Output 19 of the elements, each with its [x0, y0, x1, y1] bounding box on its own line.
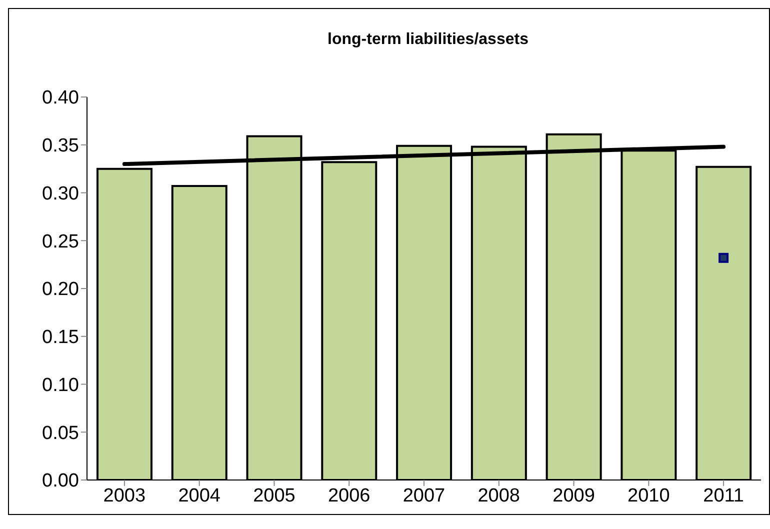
y-tick-label: 0.35	[42, 136, 79, 157]
x-tick-label: 2005	[253, 485, 296, 506]
y-tick-label: 0.00	[42, 470, 79, 492]
y-tick-label: 0.40	[42, 88, 79, 109]
y-tick-label: 0.10	[42, 374, 79, 396]
y-tick-label: 0.20	[42, 279, 79, 300]
y-tick-label: 0.25	[42, 231, 79, 252]
x-tick-label: 2010	[628, 485, 670, 506]
chart-title: long-term liabilities/assets	[326, 31, 530, 49]
x-tick-label: 2006	[328, 485, 370, 506]
y-tick-label: 0.05	[42, 422, 79, 444]
y-tick-label: 0.30	[42, 183, 79, 204]
x-tick-label: 2007	[402, 485, 446, 506]
x-tick-label: 2004	[178, 485, 221, 506]
y-tick-label: 0.15	[42, 327, 79, 348]
x-tick-label: 2003	[103, 485, 146, 506]
x-tick-label: 2009	[552, 485, 595, 506]
x-tick-label: 2011	[703, 485, 744, 506]
x-tick-label: 2008	[478, 485, 520, 506]
